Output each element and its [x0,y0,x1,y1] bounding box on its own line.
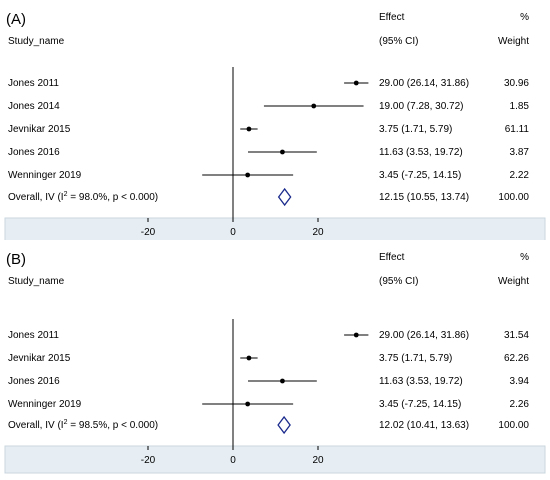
overall-effect-ci-value: 12.15 (10.55, 13.74) [379,192,469,203]
point-estimate-marker [353,80,359,86]
study-column-header: Study_name [8,36,65,47]
weight-value: 1.85 [510,101,530,112]
effect-ci-value: 3.45 (-7.25, 14.15) [379,170,461,181]
axis-band [4,445,546,474]
overall-effect-ci-value: 12.02 (10.41, 13.63) [379,420,469,431]
overall-label: Overall, IV (I2 = 98.0%, p < 0.000) [8,191,158,203]
overall-label-superscript: 2 [64,191,68,198]
effect-ci-value: 3.75 (1.71, 5.79) [379,124,452,135]
effect-ci-column-header: (95% CI) [379,276,418,287]
study-name: Jones 2011 [8,330,59,341]
x-tick-label: 0 [230,455,236,466]
study-name: Jones 2016 [8,376,60,387]
overall-label-prefix: Overall, IV (I [8,192,64,203]
weight-value: 2.26 [510,399,530,410]
overall-weight-value: 100.00 [498,192,529,203]
effect-ci-value: 3.45 (-7.25, 14.15) [379,399,461,410]
x-tick-label: -20 [141,455,156,466]
x-tick-label: 0 [230,227,236,238]
point-estimate-marker [311,103,317,109]
overall-label-prefix: Overall, IV (I [8,420,64,431]
point-estimate-marker [280,378,285,384]
study-name: Wenninger 2019 [8,399,82,410]
x-tick-label: 20 [312,455,324,466]
weight-value: 2.22 [510,170,530,181]
effect-ci-value: 19.00 (7.28, 30.72) [379,101,464,112]
x-tick-label: -20 [141,227,156,238]
weight-column-header: Weight [498,276,529,287]
overall-label-suffix: = 98.0%, p < 0.000) [67,192,158,203]
forest-plot-panel-a: (A) Study_name Effect (95% CI)% Weight Jones … [4,11,546,240]
forest-plot-svg: (A) Study_name Effect (95% CI)% Weight Jones … [4,11,546,240]
study-column-header: Study_name [8,276,65,287]
study-name: Jevnikar 2015 [8,124,71,135]
overall-label: Overall, IV (I2 = 98.5%, p < 0.000) [8,419,158,431]
study-name: Jones 2016 [8,147,60,158]
pooled-estimate-diamond [277,415,291,435]
study-name: Jones 2011 [8,78,59,89]
weight-column-header: Weight [498,36,529,47]
point-estimate-marker [246,355,252,361]
effect-ci-value: 11.63 (3.53, 19.72) [379,376,463,387]
point-estimate-marker [245,172,251,178]
effect-ci-value: 11.63 (3.53, 19.72) [379,147,463,158]
pooled-estimate-diamond [277,187,292,207]
weight-percent-header: % [520,252,529,263]
effect-ci-column-header: (95% CI) [379,36,418,47]
weight-value: 31.54 [504,330,529,341]
overall-label-superscript: 2 [64,419,68,426]
weight-value: 61.11 [505,124,530,135]
study-name: Wenninger 2019 [8,170,82,181]
point-estimate-marker [353,332,359,338]
weight-value: 62.26 [504,353,529,364]
effect-ci-value: 29.00 (26.14, 31.86) [379,330,469,341]
panel-label: (B) [6,251,26,268]
effect-ci-value: 29.00 (26.14, 31.86) [379,78,469,89]
overall-label-suffix: = 98.5%, p < 0.000) [67,420,158,431]
study-name: Jevnikar 2015 [8,353,71,364]
axis-band [4,217,546,240]
weight-value: 3.94 [510,376,530,387]
weight-percent-header: % [520,12,529,23]
panel-label: (A) [6,11,26,28]
effect-ci-value: 3.75 (1.71, 5.79) [379,353,452,364]
weight-value: 30.96 [504,78,529,89]
overall-weight-value: 100.00 [498,420,529,431]
forest-plot-svg: (B) Study_name Effect (95% CI)% Weight Jones … [4,251,546,474]
point-estimate-marker [280,149,285,155]
weight-value: 3.87 [510,147,530,158]
forest-plot-panel-b: (B) Study_name Effect (95% CI)% Weight Jones … [0,240,550,480]
point-estimate-marker [245,401,251,407]
point-estimate-marker [246,126,252,132]
effect-column-header: Effect [379,252,405,263]
study-name: Jones 2014 [8,101,60,112]
x-tick-label: 20 [312,227,324,238]
effect-column-header: Effect [379,12,405,23]
